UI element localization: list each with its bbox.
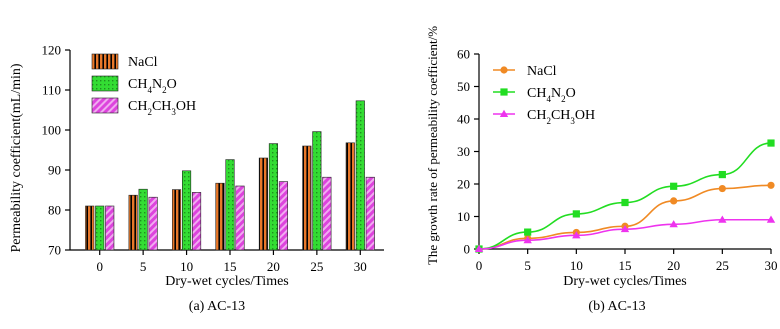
bar-ch2ch3oh — [235, 185, 245, 251]
y-axis-title: Permeability coefficient(mL/min) — [9, 63, 24, 252]
bar-ch4n2o — [225, 159, 235, 251]
bar-ch2ch3oh — [278, 181, 288, 251]
y-tick-label: 0 — [464, 242, 471, 257]
x-tick-label: 0 — [96, 259, 103, 274]
data-point-ch4n2o — [621, 198, 629, 207]
y-tick-label: 80 — [48, 203, 61, 218]
bar-ch4n2o — [355, 100, 365, 251]
y-tick-label: 70 — [48, 243, 61, 258]
y-tick-label: 120 — [42, 43, 62, 58]
series-line-ch4n2o — [478, 142, 772, 250]
bar-ch2ch3oh — [322, 176, 332, 251]
data-point-nacl — [767, 181, 775, 189]
bar-ch4n2o — [312, 131, 322, 251]
x-axis-title: Dry-wet cycles/Times — [563, 274, 687, 289]
bar-ch4n2o — [95, 205, 105, 251]
legend-marker — [499, 109, 509, 117]
bar-ch2ch3oh — [365, 176, 375, 251]
legend-marker — [500, 88, 508, 96]
legend-label: CH4N2O — [128, 77, 177, 95]
x-tick-label: 5 — [524, 258, 531, 273]
bar-nacl — [345, 142, 355, 251]
data-point-ch4n2o — [718, 170, 726, 179]
legend-marker — [500, 66, 508, 74]
x-tick-label: 0 — [476, 258, 483, 273]
bar-ch2ch3oh — [192, 192, 202, 251]
legend-label: CH2CH3OH — [527, 108, 595, 126]
x-tick-label: 30 — [354, 259, 367, 274]
data-point-ch4n2o — [670, 182, 678, 190]
data-point-ch2ch3oh — [766, 215, 776, 223]
x-tick-label: 30 — [765, 258, 778, 273]
bar-chart-panel: 70 80 90 100 110 120 0 5 10 15 20 25 30 NaCl CH4N2O CH2… — [9, 43, 384, 314]
data-point-ch4n2o — [572, 210, 580, 218]
x-tick-label: 25 — [310, 259, 323, 274]
y-tick-label: 110 — [42, 83, 61, 98]
x-tick-label: 25 — [716, 258, 729, 273]
data-point-ch4n2o — [524, 228, 532, 236]
bar-ch4n2o — [182, 170, 192, 251]
data-point-ch2ch3oh — [572, 231, 581, 239]
data-point-nacl — [670, 197, 678, 205]
bar-nacl — [128, 194, 138, 251]
x-tick-label: 10 — [570, 258, 583, 273]
data-point-ch2ch3oh — [523, 236, 532, 244]
y-tick-label: 20 — [457, 177, 470, 192]
bar-ch4n2o — [138, 188, 148, 251]
legend-label: NaCl — [527, 64, 557, 79]
y-tick-label: 100 — [42, 123, 62, 138]
data-point-ch2ch3oh — [669, 220, 678, 228]
x-tick-label: 5 — [140, 259, 147, 274]
legend-swatch — [91, 53, 119, 70]
bar-nacl — [258, 157, 268, 251]
x-tick-label: 10 — [180, 259, 193, 274]
bar-nacl — [302, 145, 312, 251]
bar-ch2ch3oh — [105, 205, 115, 251]
legend-label: CH2CH3OH — [128, 99, 196, 117]
x-tick-label: 20 — [267, 259, 280, 274]
y-axis-title: The growth rate of permeability coeffici… — [425, 26, 440, 265]
bar-nacl — [172, 189, 182, 251]
data-point-ch4n2o — [767, 139, 775, 147]
x-axis-title: Dry-wet cycles/Times — [165, 274, 289, 289]
data-point-ch2ch3oh — [474, 244, 484, 252]
y-tick-label: 40 — [457, 112, 470, 127]
data-point-nacl — [718, 184, 726, 193]
y-tick-label: 10 — [457, 209, 470, 224]
y-tick-label: 30 — [457, 144, 470, 159]
bar-ch4n2o — [268, 143, 278, 251]
data-point-ch2ch3oh — [718, 215, 727, 223]
bar-nacl — [215, 182, 225, 251]
y-tick-label: 60 — [457, 47, 470, 62]
x-tick-label: 15 — [619, 258, 632, 273]
x-tick-label: 15 — [224, 259, 237, 274]
series-line-nacl — [478, 184, 772, 250]
x-tick-label: 20 — [667, 258, 680, 273]
legend-swatch — [91, 75, 119, 92]
legend-swatch — [91, 97, 119, 114]
legend-label: CH4N2O — [527, 86, 576, 104]
line-chart-panel: 0 10 20 30 40 50 60 0 5 10 15 20 25 30 NaCl CH4N2O CH2CH… — [425, 26, 778, 314]
caption: (b) AC-13 — [588, 299, 645, 314]
y-tick-label: 50 — [457, 79, 470, 94]
legend-label: NaCl — [128, 55, 158, 70]
bar-ch2ch3oh — [148, 196, 158, 251]
caption: (a) AC-13 — [189, 299, 245, 314]
y-tick-label: 90 — [48, 163, 61, 178]
bar-nacl — [85, 205, 95, 251]
data-point-ch2ch3oh — [620, 224, 630, 233]
